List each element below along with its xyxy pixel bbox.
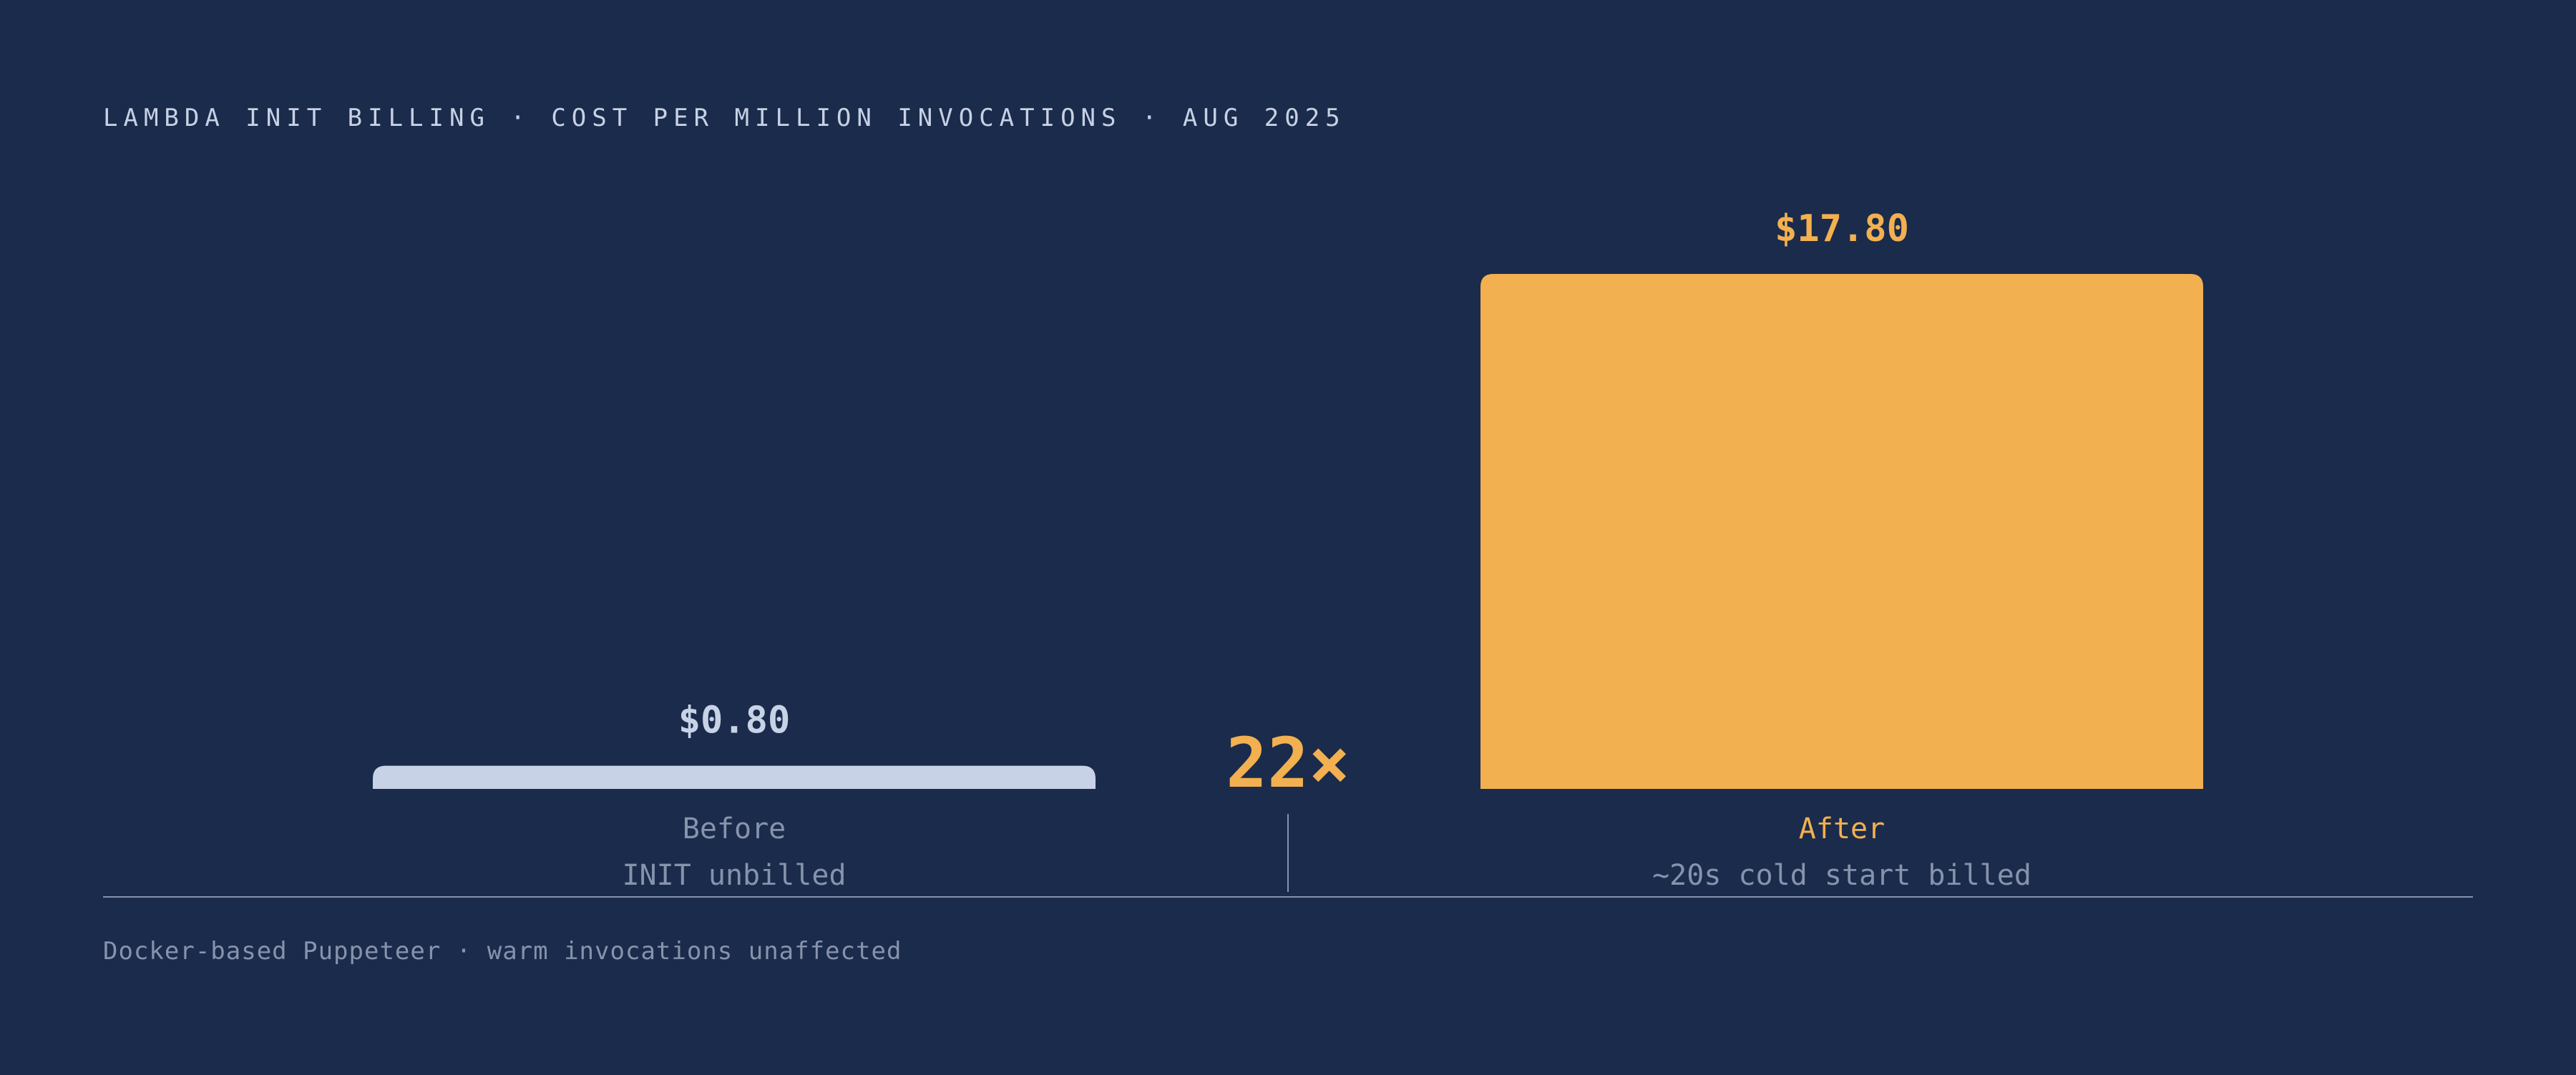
multiplier-label: 22×	[1226, 723, 1350, 803]
bars-layer	[373, 274, 2203, 789]
footnote: Docker-based Puppeteer · warm invocation…	[103, 937, 902, 966]
labels-layer: $0.80 Before INIT unbilled $17.80 After ~20s …	[622, 207, 2031, 892]
category-subtitle-before: INIT unbilled	[622, 859, 846, 892]
bar-before	[373, 765, 1096, 789]
chart-title: LAMBDA INIT BILLING · COST PER MILLION I…	[103, 104, 1346, 132]
value-label-before: $0.80	[678, 700, 791, 742]
category-subtitle-after: ~20s cold start billed	[1652, 859, 2031, 892]
bar-after	[1480, 274, 2203, 789]
category-label-before: Before	[683, 813, 786, 845]
value-label-after: $17.80	[1775, 207, 1909, 250]
category-label-after: After	[1799, 813, 1885, 845]
